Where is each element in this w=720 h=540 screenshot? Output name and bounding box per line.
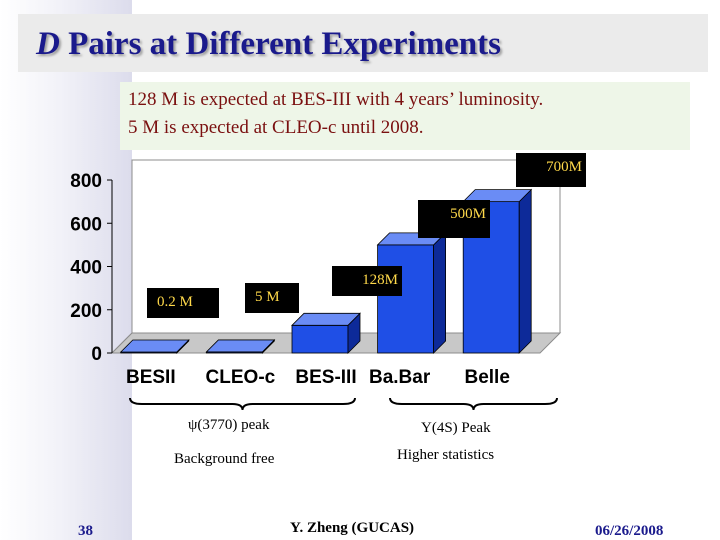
data-label-text: 128M xyxy=(362,272,398,288)
x-tick-label: Ba.Bar xyxy=(369,367,431,388)
data-label: 700M xyxy=(516,153,586,187)
bar-besii xyxy=(119,339,190,354)
data-label-box xyxy=(245,283,299,313)
bar-cleo-c xyxy=(205,338,276,354)
data-label: 500M xyxy=(418,200,490,238)
title-italic: D xyxy=(36,26,60,62)
x-tick-label: BESII xyxy=(126,367,176,388)
x-tick-label: Belle xyxy=(464,367,509,388)
title-rest: Pairs at Different Experiments xyxy=(59,26,501,62)
data-label-box xyxy=(147,288,219,318)
page-number: 38 xyxy=(78,523,93,539)
y-tick-label: 400 xyxy=(70,258,102,279)
bar-top xyxy=(205,339,276,353)
data-label-text: 5 M xyxy=(255,289,280,305)
bar-top xyxy=(119,339,190,353)
brace-psi-group xyxy=(129,397,356,411)
bar-side xyxy=(433,231,446,354)
bar-front xyxy=(377,244,435,354)
bar-top xyxy=(462,189,533,203)
note-line-1: 128 M is expected at BES-III with 4 year… xyxy=(128,89,544,110)
y-tick-label: 0 xyxy=(91,344,102,365)
note-box: 128 M is expected at BES-III with 4 year… xyxy=(120,82,690,150)
slide-title: D Pairs at Different Experiments xyxy=(36,26,501,63)
x-tick-label: BES-III xyxy=(295,367,356,388)
y-tick-label: 200 xyxy=(70,301,102,322)
group1-line1: ψ(3770) peak xyxy=(188,417,270,433)
data-label-text: 0.2 M xyxy=(157,294,193,310)
title-divider xyxy=(132,74,710,76)
title-bar xyxy=(18,14,708,72)
y-tick-label: 800 xyxy=(70,171,102,192)
author-credit: Y. Zheng (GUCAS) xyxy=(290,520,415,536)
data-label: 5 M xyxy=(245,283,299,313)
y-tick-label: 600 xyxy=(70,214,102,235)
slide-date: 06/26/2008 xyxy=(595,523,664,539)
bar-bes-iii xyxy=(291,312,361,354)
data-label-text: 500M xyxy=(450,206,486,222)
group1-line2: Background free xyxy=(174,451,275,467)
bar-side xyxy=(518,188,532,354)
brace-upsilon-group xyxy=(389,397,558,411)
x-tick-label: CLEO-c xyxy=(206,367,276,388)
data-label-box xyxy=(418,200,490,238)
data-label: 0.2 M xyxy=(147,288,219,318)
left-gradient-bar xyxy=(0,0,132,540)
bar-top xyxy=(291,312,361,326)
group2-line2: Higher statistics xyxy=(397,447,495,463)
data-label: 128M xyxy=(332,266,402,296)
data-label-box xyxy=(516,153,586,187)
bar-front xyxy=(291,324,349,354)
group2-line1: Υ(4S) Peak xyxy=(421,420,491,436)
note-line-2: 5 M is expected at CLEO-c until 2008. xyxy=(128,117,424,138)
data-label-text: 700M xyxy=(546,159,582,175)
data-label-box xyxy=(332,266,402,296)
